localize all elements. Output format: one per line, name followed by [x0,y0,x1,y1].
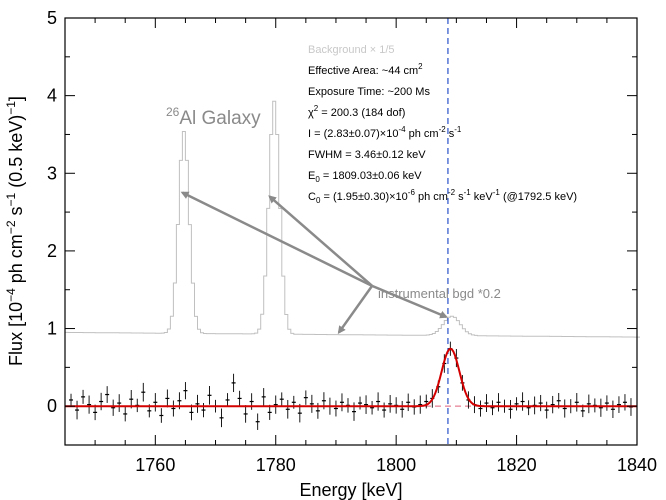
annotation-arrow [268,195,373,287]
tick-marks [64,17,638,446]
info-intensity: I = (2.83±0.07)×10-4 ph cm-2 s-1 [308,125,462,140]
y-tick-label: 3 [47,163,57,183]
y-tick-label: 5 [47,8,57,28]
info-block: Background × 1/5 Effective Area: ~44 cm2… [308,44,577,205]
instrumental-bgd-label: instrumental bgd *0.2 [378,286,501,301]
plot-area [65,18,640,445]
info-e0: E0 = 1809.03±0.06 keV [308,170,422,184]
svg-text:Flux [10−4 ph cm−2 s−1 (0.5 ke: Flux [10−4 ph cm−2 s−1 (0.5 keV)−1] [4,96,26,366]
annotation-arrows [180,191,448,335]
y-tick-label: 2 [47,241,57,261]
y-tick-label: 4 [47,86,57,106]
x-tick-label: 1800 [376,455,416,475]
fit-curve [65,347,637,408]
annotation-arrow [337,285,374,335]
x-axis-title: Energy [keV] [299,480,402,500]
annotation-arrow [180,191,373,287]
info-c0: C0 = (1.95±0.30)×10-6 ph cm-2 s-1 keV-1 … [308,188,577,205]
x-tick-label: 1820 [497,455,537,475]
annotation-arrow [371,284,448,319]
info-fwhm: FWHM = 3.46±0.12 keV [308,149,426,161]
tick-labels: 1760 1780 1800 1820 1840 0 1 2 3 4 5 [47,8,657,475]
info-chi2: χ2 = 200.3 (184 dof) [308,104,405,119]
y-tick-label: 1 [47,319,57,339]
y-axis-title: Flux [10−4 ph cm−2 s−1 (0.5 keV)−1] [4,96,26,366]
background-curve [65,100,640,338]
al26-galaxy-label: 26Al Galaxy [166,105,261,129]
info-background: Background × 1/5 [308,44,395,56]
info-exposure: Exposure Time: ~200 Ms [308,86,430,98]
info-effective-area: Effective Area: ~44 cm2 [308,62,423,77]
plot-frame [64,17,638,446]
x-tick-label: 1840 [617,455,657,475]
x-tick-label: 1760 [135,455,175,475]
x-tick-label: 1780 [256,455,296,475]
y-tick-label: 0 [47,396,57,416]
